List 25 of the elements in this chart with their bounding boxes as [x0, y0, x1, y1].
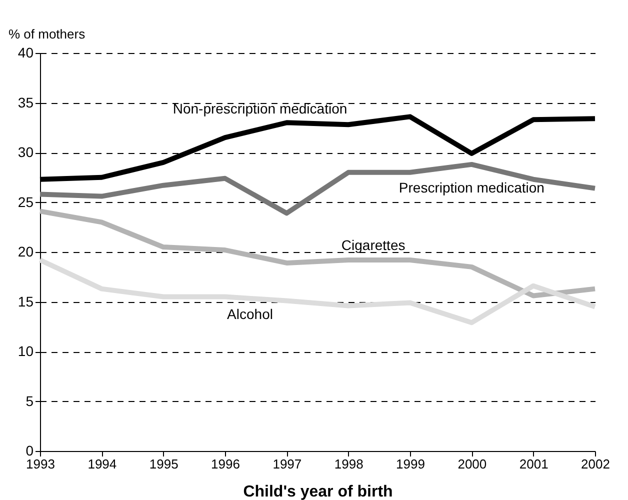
series-label: Alcohol — [227, 306, 273, 322]
y-tick-label: 20 — [18, 244, 34, 260]
series-label: Non-prescription medication — [172, 100, 348, 117]
y-tick-label: 15 — [18, 293, 34, 310]
y-tick-label: 40 — [18, 44, 34, 60]
x-tick-label: 2001 — [519, 456, 548, 472]
x-tick-label: 1995 — [149, 456, 178, 472]
series-label: Cigarettes — [341, 236, 406, 253]
y-tick-label: 10 — [18, 343, 34, 359]
series-label: Prescription medication — [398, 179, 544, 196]
x-tick-label: 1997 — [272, 456, 302, 472]
y-tick-label: 35 — [18, 94, 34, 110]
y-axis-title: % of mothers — [8, 26, 86, 42]
x-tick-label: 1996 — [211, 456, 240, 472]
y-tick-label: 25 — [18, 194, 34, 210]
x-tick-label: 2000 — [458, 456, 487, 472]
y-tick-label: 0 — [26, 442, 34, 458]
x-tick-label: 1993 — [26, 456, 55, 472]
y-tick-label: 30 — [18, 144, 34, 160]
y-tick-label: 5 — [26, 392, 34, 409]
x-tick-label: 1999 — [396, 456, 425, 472]
x-tick-label: 2002 — [581, 456, 610, 472]
x-axis-title: Child's year of birth — [243, 484, 393, 500]
x-tick-label: 1994 — [88, 456, 117, 472]
x-tick-label: 1998 — [334, 456, 364, 472]
